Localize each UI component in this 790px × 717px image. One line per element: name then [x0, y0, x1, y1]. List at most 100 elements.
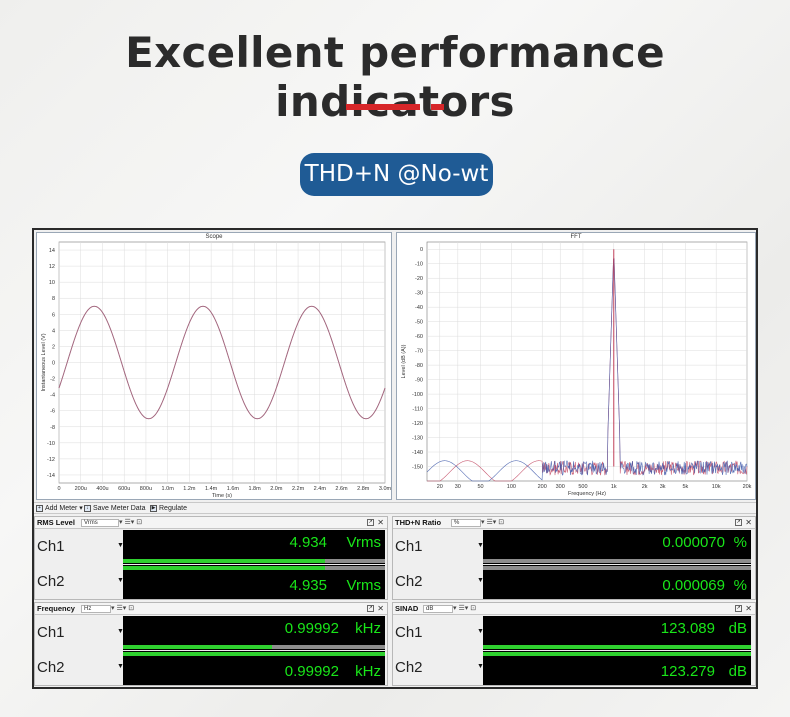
frequency-ch2-dropdown-icon[interactable]: ▼: [117, 663, 124, 670]
sinad-ch2-bar: [483, 652, 751, 656]
thdn-ch1-dropdown-icon[interactable]: ▼: [477, 542, 484, 549]
fft-y-tick: -90: [415, 378, 423, 384]
scope-y-tick: -8: [50, 425, 55, 431]
frequency-ch1-bar: [123, 645, 385, 649]
fft-y-tick: -150: [412, 465, 423, 471]
measurement-badge: THD+N @No-wt: [300, 153, 493, 196]
thdn-settings-icon[interactable]: ▾ ☰▾ ⊡: [481, 519, 505, 526]
add-meter-button[interactable]: + Add Meter ▾: [36, 503, 83, 514]
rms-ch2-unit: Vrms: [346, 577, 381, 594]
fft-y-tick: -120: [412, 421, 423, 427]
scope-y-label: Instantaneous Level (V): [41, 333, 47, 391]
sinad-meter-name: SINAD: [395, 604, 419, 613]
scope-x-tick: 2.0m: [270, 486, 283, 492]
rms-settings-icon[interactable]: ▾ ☰▾ ⊡: [119, 519, 143, 526]
scope-title: Scope: [205, 234, 223, 240]
scope-x-tick: 800u: [140, 486, 152, 492]
sinad-ch1-bar: [483, 645, 751, 649]
frequency-unit-select[interactable]: Hz: [81, 605, 111, 613]
scope-x-tick: 400u: [96, 486, 108, 492]
scope-x-tick: 2.4m: [314, 486, 327, 492]
thdn-close-icon[interactable]: ✕: [745, 518, 752, 527]
fft-x-tick: 3k: [660, 484, 666, 490]
scope-x-tick: 1.0m: [162, 486, 175, 492]
sinad-ch2-dropdown-icon[interactable]: ▼: [477, 663, 484, 670]
scope-y-tick: 4: [52, 328, 55, 334]
frequency-ch1-display: 0.99992 kHz: [123, 616, 385, 650]
sinad-ch1-label: Ch1: [395, 624, 423, 641]
thdn-unit-select[interactable]: %: [451, 519, 481, 527]
thdn-ch2-row: Ch2 ▼ 0.000069 %: [393, 565, 755, 599]
sinad-meter: SINAD dB ▾ ☰▾ ⊡ ↗ ✕ Ch1 ▼ 123.089 dB Ch2…: [392, 602, 756, 686]
dropdown-arrow-icon: ▾: [79, 505, 83, 512]
frequency-close-icon[interactable]: ✕: [377, 604, 384, 613]
thdn-ch1-display: 0.000070 %: [483, 530, 751, 564]
sinad-settings-icon[interactable]: ▾ ☰▾ ⊡: [453, 605, 477, 612]
save-meter-button[interactable]: ↓ Save Meter Data: [84, 503, 146, 514]
title-underline-short: [431, 104, 444, 110]
frequency-ch1-dropdown-icon[interactable]: ▼: [117, 628, 124, 635]
fft-y-tick: -140: [412, 450, 423, 456]
fft-x-tick: 100: [507, 484, 516, 490]
rms-popout-icon[interactable]: ↗: [367, 519, 374, 526]
thdn-popout-icon[interactable]: ↗: [735, 519, 742, 526]
sinad-ch1-unit: dB: [728, 620, 747, 637]
scope-x-tick: 200u: [75, 486, 87, 492]
rms-ch2-display: 4.935 Vrms: [123, 565, 385, 599]
sinad-ch2-label: Ch2: [395, 659, 423, 676]
sinad-popout-icon[interactable]: ↗: [735, 605, 742, 612]
sinad-ch1-dropdown-icon[interactable]: ▼: [477, 628, 484, 635]
frequency-ch2-display: 0.99992 kHz: [123, 651, 385, 685]
sinad-close-icon[interactable]: ✕: [745, 604, 752, 613]
sinad-ch2-row: Ch2 ▼ 123.279 dB: [393, 651, 755, 685]
rms-ch2-bar: [123, 566, 385, 570]
sinad-ch1-value: 123.089: [660, 620, 715, 637]
rms-ch1-dropdown-icon[interactable]: ▼: [117, 542, 124, 549]
thdn-ch2-value: 0.000069: [662, 577, 725, 594]
fft-y-tick: 0: [420, 247, 423, 253]
fft-y-tick: -80: [415, 363, 423, 369]
rms-ch1-display: 4.934 Vrms: [123, 530, 385, 564]
thdn-ch2-unit: %: [733, 577, 747, 594]
fft-x-tick: 20: [437, 484, 443, 490]
rms-unit-select[interactable]: Vrms: [81, 519, 119, 527]
scope-y-tick: 0: [52, 361, 55, 367]
fft-title: FFT: [570, 234, 582, 240]
scope-x-tick: 3.0m: [379, 486, 391, 492]
rms-ch1-bar-fill: [123, 559, 325, 563]
fft-x-tick: 5k: [682, 484, 688, 490]
thdn-ch2-label: Ch2: [395, 573, 423, 590]
sinad-meter-header: SINAD dB ▾ ☰▾ ⊡ ↗ ✕: [393, 603, 755, 615]
sinad-unit-select[interactable]: dB: [423, 605, 453, 613]
fft-x-tick: 1k: [611, 484, 617, 490]
fft-y-tick: -130: [412, 436, 423, 442]
rms-meter-name: RMS Level: [37, 518, 75, 527]
rms-meter-header: RMS Level Vrms ▾ ☰▾ ⊡ ↗ ✕: [35, 517, 387, 529]
frequency-ch2-bar: [123, 652, 385, 656]
fft-x-tick: 10k: [712, 484, 721, 490]
rms-ch1-value: 4.934: [289, 534, 327, 551]
thdn-ch1-bar: [483, 559, 751, 563]
scope-x-tick: 1.6m: [227, 486, 240, 492]
fft-x-tick: 200: [538, 484, 547, 490]
thdn-ch1-row: Ch1 ▼ 0.000070 %: [393, 530, 755, 564]
rms-ch1-row: Ch1 ▼ 4.934 Vrms: [35, 530, 387, 564]
fft-x-tick: 500: [578, 484, 587, 490]
scope-x-label: Time (s): [212, 493, 232, 499]
thdn-ch1-label: Ch1: [395, 538, 423, 555]
frequency-ch1-row: Ch1 ▼ 0.99992 kHz: [35, 616, 387, 650]
rms-ch2-dropdown-icon[interactable]: ▼: [117, 577, 124, 584]
thdn-ch2-bar: [483, 566, 751, 570]
scope-x-tick: 600u: [118, 486, 130, 492]
scope-x-tick: 1.2m: [183, 486, 196, 492]
frequency-popout-icon[interactable]: ↗: [367, 605, 374, 612]
thdn-ch2-dropdown-icon[interactable]: ▼: [477, 577, 484, 584]
scope-y-tick: -14: [47, 473, 55, 479]
regulate-button[interactable]: ▶ Regulate: [150, 503, 187, 514]
fft-chart: 20 30 50 100 200 300 500 1k 2k 3k 5k 10k 20k 0 -10 -20 -…: [401, 241, 752, 497]
rms-close-icon[interactable]: ✕: [377, 518, 384, 527]
frequency-settings-icon[interactable]: ▾ ☰▾ ⊡: [111, 605, 135, 612]
rms-ch1-label: Ch1: [37, 538, 65, 555]
rms-ch1-unit: Vrms: [346, 534, 381, 551]
page-title: Excellent performance indicators: [125, 28, 665, 126]
